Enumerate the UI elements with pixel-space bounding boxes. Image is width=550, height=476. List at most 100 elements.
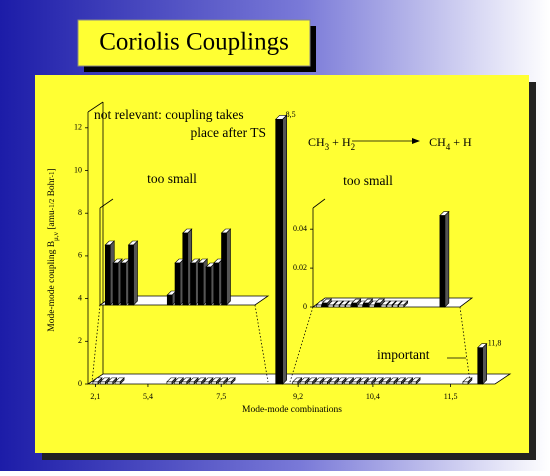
- bar: [203, 377, 214, 385]
- bar: [99, 377, 111, 385]
- text-part: ]: [47, 168, 57, 171]
- annotation: not relevant: coupling takes: [94, 107, 244, 122]
- bar-front: [92, 381, 99, 385]
- bar-front: [329, 381, 336, 385]
- bar-front: [439, 215, 446, 308]
- bar-front: [225, 381, 232, 385]
- text-part: + H: [450, 135, 472, 149]
- bar-front: [351, 381, 358, 385]
- x-tick-label: 10,4: [366, 392, 380, 401]
- bar-front: [477, 347, 484, 385]
- bar-label: 11,8: [488, 339, 502, 348]
- bar-front: [307, 381, 313, 385]
- bar-front: [333, 304, 340, 308]
- bar-front: [197, 262, 204, 306]
- bar-front: [181, 381, 187, 385]
- y-tick-label: 2: [78, 336, 82, 345]
- bar-front: [462, 381, 469, 385]
- inset-title: too small: [147, 171, 197, 186]
- bar-front: [128, 244, 134, 306]
- bar-front: [203, 381, 210, 385]
- bar-front: [366, 381, 373, 385]
- bar-front: [292, 381, 299, 385]
- y-tick-label: 0.02: [293, 263, 307, 272]
- bar: [114, 377, 125, 385]
- x-axis-label: Mode-mode combinations: [242, 405, 342, 415]
- bar-side: [133, 240, 138, 306]
- title-box: [77, 19, 311, 67]
- bar-front: [381, 381, 387, 385]
- bar: [402, 377, 414, 385]
- text-part: Bohr: [47, 177, 57, 199]
- bar-front: [344, 381, 350, 385]
- bar-side: [282, 114, 287, 385]
- x-tick-label: 9,2: [293, 392, 303, 401]
- bar-front: [345, 304, 352, 308]
- bar-front: [368, 304, 375, 308]
- slide-title: Coriolis Couplings: [99, 29, 289, 56]
- text-part: 2: [351, 142, 356, 152]
- bar: [410, 377, 421, 385]
- bar-side: [226, 228, 231, 306]
- bar-front: [386, 304, 393, 308]
- bar: [306, 377, 318, 385]
- bar-front: [388, 381, 395, 385]
- bar-front: [321, 381, 328, 385]
- bar-front: [174, 381, 180, 385]
- x-tick-label: 5,4: [143, 392, 153, 401]
- x-tick-label: 11,5: [444, 392, 458, 401]
- y-tick-label: 12: [74, 123, 82, 132]
- bar: [388, 377, 399, 385]
- bar-side: [444, 210, 450, 308]
- bar-front: [392, 304, 399, 308]
- bar: [188, 377, 199, 385]
- bar-front: [339, 304, 346, 308]
- bar-front: [357, 304, 363, 308]
- bar-front: [166, 381, 173, 385]
- bar-label: 8,5: [286, 110, 296, 119]
- bar-side: [482, 342, 488, 385]
- bar-front: [218, 381, 224, 385]
- bar-front: [327, 304, 334, 308]
- bar: [397, 300, 409, 308]
- bar-front: [380, 304, 387, 308]
- x-tick-label: 2,1: [90, 392, 100, 401]
- bar-front: [403, 381, 410, 385]
- bar-front: [205, 266, 212, 306]
- bar: [358, 377, 370, 385]
- text-part: + H: [329, 135, 351, 149]
- bar: [439, 210, 450, 308]
- bar-front: [188, 381, 195, 385]
- y-tick-label: 4: [78, 293, 82, 302]
- y-tick-label: 10: [74, 165, 82, 174]
- y-tick-label: 8: [78, 208, 82, 217]
- bar: [462, 377, 473, 385]
- bar: [365, 377, 377, 385]
- bar: [195, 377, 207, 385]
- y-tick-label: 0: [78, 379, 82, 388]
- bar-front: [211, 381, 217, 385]
- bar-front: [213, 262, 220, 306]
- bar: [220, 228, 232, 306]
- bar-front: [395, 381, 402, 385]
- equation: CH3 + H2 CH4 + H: [308, 135, 472, 152]
- bar-front: [174, 262, 181, 306]
- bar-front: [363, 302, 369, 308]
- bar-front: [410, 381, 417, 385]
- text-part: CH: [429, 135, 446, 149]
- bar: [127, 240, 139, 306]
- bar: [166, 377, 177, 385]
- inset-title: too small: [343, 173, 393, 188]
- bar: [476, 342, 488, 385]
- bar: [217, 377, 229, 385]
- bar-front: [120, 262, 127, 306]
- bar-front: [196, 381, 202, 385]
- bar: [274, 114, 288, 385]
- bar-front: [373, 381, 380, 385]
- y-tick-label: 0.04: [293, 224, 307, 233]
- text-part: -1/2: [48, 198, 56, 210]
- bar: [328, 377, 340, 385]
- bar-front: [166, 294, 173, 306]
- bar-front: [299, 381, 306, 385]
